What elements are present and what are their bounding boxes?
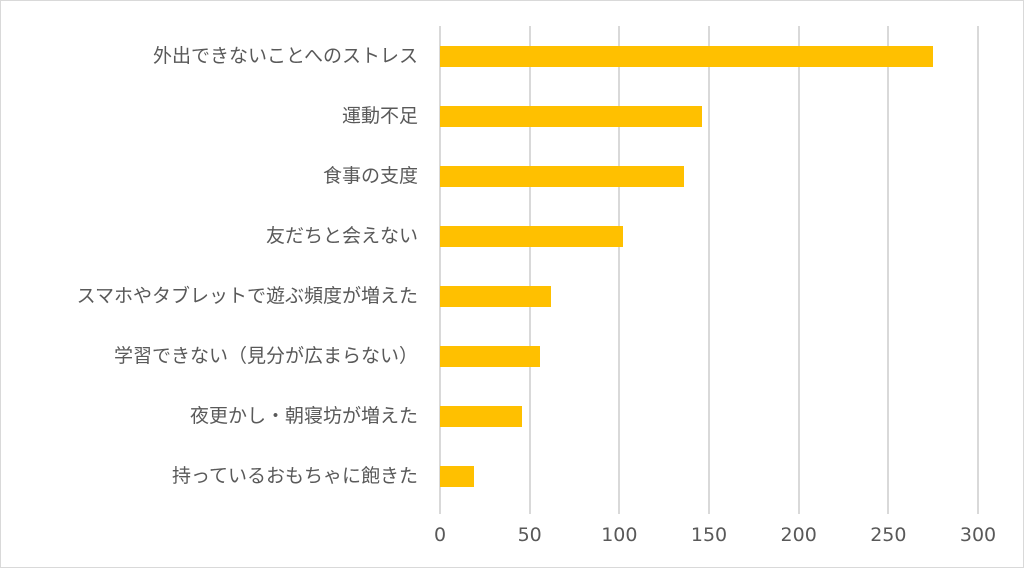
category-label: 学習できない（見分が広まらない） <box>113 345 418 367</box>
category-label: 持っているおもちゃに飽きた <box>171 465 418 487</box>
x-tick-label: 150 <box>690 524 728 546</box>
category-label: 友だちと会えない <box>265 225 418 247</box>
bar <box>440 165 684 187</box>
plot-area: 0 50 100 150 200 250 300 <box>434 26 996 546</box>
bar <box>440 465 475 487</box>
gridline <box>887 26 890 514</box>
bar <box>440 405 523 427</box>
x-tick-label: 0 <box>433 524 447 546</box>
category-label: 夜更かし・朝寝坊が増えた <box>189 405 418 427</box>
category-label: 外出できないことへのストレス <box>152 45 418 67</box>
x-tick-label: 300 <box>959 524 997 546</box>
x-tick-label: 200 <box>780 524 817 546</box>
category-label: 運動不足 <box>341 105 418 127</box>
bar <box>440 225 623 247</box>
category-label: スマホやタブレットで遊ぶ頻度が増えた <box>76 285 418 307</box>
gridline <box>797 26 800 514</box>
gridline <box>618 26 621 514</box>
bar <box>440 45 934 67</box>
x-tick-label: 50 <box>517 524 542 546</box>
gridline <box>708 26 710 514</box>
bar <box>440 105 702 127</box>
gridline <box>528 26 531 514</box>
bar <box>440 285 552 307</box>
bar <box>440 345 541 367</box>
gridline <box>439 26 441 514</box>
x-tick-label: 100 <box>601 524 638 546</box>
gridline <box>977 26 979 514</box>
category-label: 食事の支度 <box>322 165 418 187</box>
x-tick-label: 250 <box>870 524 907 546</box>
